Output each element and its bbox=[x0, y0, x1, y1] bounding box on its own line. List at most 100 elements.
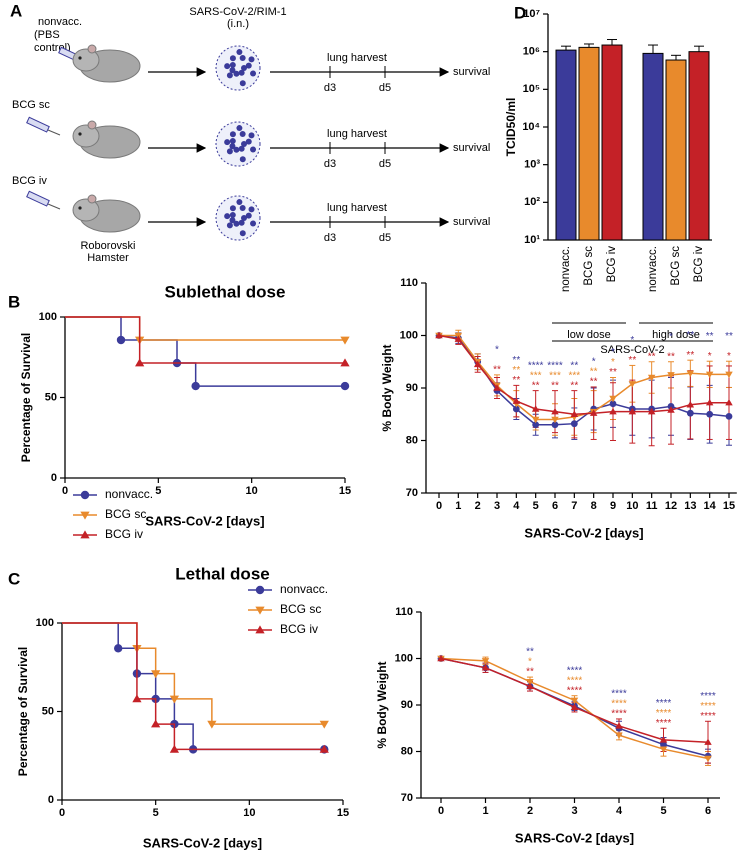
marker bbox=[725, 412, 733, 420]
bar bbox=[642, 52, 664, 241]
significance-label: * bbox=[630, 335, 634, 346]
significance-label: **** bbox=[656, 708, 672, 719]
significance-label: **** bbox=[700, 711, 716, 722]
significance-label: ** bbox=[686, 350, 694, 361]
y-tick-label: 50 bbox=[42, 705, 54, 717]
significance-label: ** bbox=[725, 331, 733, 342]
marker bbox=[319, 744, 329, 753]
marker bbox=[255, 585, 265, 595]
marker bbox=[660, 741, 667, 748]
virion bbox=[229, 61, 236, 68]
virion bbox=[233, 70, 240, 77]
significance-label: ** bbox=[686, 330, 694, 341]
significance-label: * bbox=[708, 351, 712, 362]
x-tick-label: nonvacc. bbox=[647, 246, 659, 292]
bar bbox=[688, 51, 710, 241]
virion bbox=[236, 49, 243, 56]
hamster-eye bbox=[78, 56, 82, 60]
weight-line bbox=[439, 334, 729, 421]
y-tick-label: 10⁴ bbox=[522, 121, 540, 133]
syringe bbox=[26, 190, 50, 207]
marker bbox=[135, 358, 145, 367]
marker bbox=[340, 358, 350, 367]
virion bbox=[238, 69, 245, 76]
significance-label: ** bbox=[526, 667, 534, 678]
x-tick-label: 1 bbox=[455, 500, 461, 512]
significance-label: *** bbox=[549, 370, 561, 381]
significance-label: **** bbox=[567, 685, 583, 696]
marker bbox=[340, 336, 350, 345]
syringe-needle bbox=[47, 203, 61, 210]
group-label: (PBS bbox=[34, 29, 60, 41]
bar bbox=[665, 59, 687, 241]
x-tick-label: BCG iv bbox=[693, 246, 705, 283]
virion bbox=[239, 205, 246, 212]
x-tick-label: 6 bbox=[552, 500, 558, 512]
survival-line bbox=[62, 622, 325, 751]
significance-label: ** bbox=[570, 360, 578, 371]
significance-label: ** bbox=[532, 380, 540, 391]
virion bbox=[229, 205, 236, 212]
marker bbox=[551, 416, 559, 424]
significance-label: *** bbox=[530, 370, 542, 381]
x-tick-label: 6 bbox=[705, 805, 711, 817]
marker bbox=[481, 664, 490, 671]
group-label: nonvacc. bbox=[38, 16, 82, 28]
marker bbox=[437, 654, 445, 662]
significance-label: ** bbox=[512, 355, 520, 366]
x-tick-label: 14 bbox=[704, 500, 717, 512]
significance-label: ** bbox=[590, 367, 598, 378]
y-tick-label: 10⁶ bbox=[523, 46, 540, 58]
significance-label: ** bbox=[512, 375, 520, 386]
marker bbox=[704, 755, 712, 763]
marker bbox=[473, 360, 482, 368]
x-tick-label: 15 bbox=[339, 485, 351, 497]
virion bbox=[229, 55, 236, 62]
significance-label: **** bbox=[528, 360, 544, 371]
marker bbox=[551, 421, 559, 429]
virion bbox=[226, 148, 233, 155]
virion bbox=[229, 143, 236, 150]
significance-label: ** bbox=[590, 377, 598, 388]
virion bbox=[239, 80, 246, 87]
y-tick-label: 10¹ bbox=[524, 234, 540, 246]
significance-label: **** bbox=[547, 360, 563, 371]
virion bbox=[248, 56, 255, 63]
legend-label: BCG iv bbox=[280, 622, 318, 636]
virion bbox=[245, 62, 252, 69]
x-tick-label: 10 bbox=[626, 500, 638, 512]
panel-letter: C bbox=[8, 569, 20, 588]
marker bbox=[686, 401, 695, 408]
virus-label: (i.n.) bbox=[227, 18, 249, 30]
marker bbox=[704, 738, 712, 745]
day-label: d3 bbox=[324, 158, 336, 170]
virion bbox=[226, 72, 233, 79]
marker bbox=[551, 407, 559, 415]
x-tick-label: 1 bbox=[482, 805, 488, 817]
significance-label: **** bbox=[611, 689, 627, 700]
group-label: high dose bbox=[652, 329, 700, 341]
significance-label: ** bbox=[609, 367, 617, 378]
marker bbox=[319, 720, 329, 729]
marker bbox=[609, 407, 617, 415]
significance-label: **** bbox=[611, 709, 627, 720]
virion bbox=[248, 132, 255, 139]
marker bbox=[255, 606, 265, 615]
significance-label: **** bbox=[656, 718, 672, 729]
x-axis-label: SARS-CoV-2 bbox=[600, 344, 664, 356]
virion bbox=[236, 125, 243, 132]
x-axis-label: SARS-CoV-2 [days] bbox=[145, 513, 264, 528]
x-tick-label: 4 bbox=[513, 500, 520, 512]
bar bbox=[578, 46, 600, 241]
marker bbox=[589, 409, 598, 416]
virion bbox=[226, 222, 233, 229]
virion bbox=[236, 199, 243, 206]
marker bbox=[570, 410, 579, 417]
bar bbox=[555, 49, 577, 241]
virus bbox=[215, 45, 261, 91]
marker bbox=[207, 720, 217, 729]
marker bbox=[615, 732, 623, 739]
y-tick-label: 50 bbox=[45, 391, 57, 403]
virion bbox=[245, 138, 252, 145]
marker bbox=[659, 736, 668, 743]
